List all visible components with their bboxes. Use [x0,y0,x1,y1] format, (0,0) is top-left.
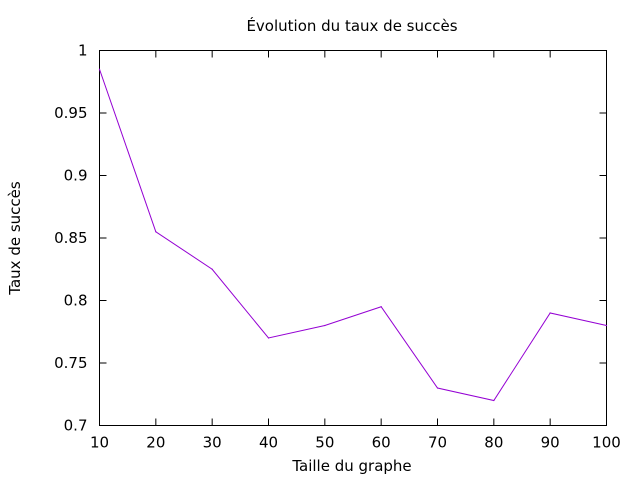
x-tick-label: 50 [315,434,334,452]
data-point [380,306,382,308]
x-tick-label: 30 [203,434,222,452]
y-tick-label: 0.7 [64,417,88,435]
data-point [98,68,101,70]
y-tick-label: 0.95 [54,104,87,122]
y-axis: 0.7 0.75 0.8 0.85 0.9 0.95 1 [54,42,607,435]
x-axis-label: Taille du graphe [291,457,411,475]
y-tick-label: 0.9 [64,167,88,185]
y-tick-label: 0.85 [54,229,87,247]
x-tick-label: 90 [541,434,560,452]
x-tick-label: 20 [146,434,165,452]
y-tick-label: 0.75 [54,354,87,372]
x-tick-label: 10 [90,434,109,452]
y-tick-label: 0.8 [64,292,88,310]
x-tick-label: 70 [428,434,447,452]
data-point [324,324,326,327]
series-line [99,69,607,402]
data-point [267,337,270,339]
x-tick-label: 40 [259,434,278,452]
y-axis-label: Taux de succès [6,181,24,296]
data-point [493,399,495,402]
series-layer [98,68,608,402]
plot-area [99,50,607,426]
data-point [436,387,439,389]
x-tick-label: 60 [372,434,391,452]
chart-title: Évolution du taux de succès [246,16,457,35]
data-point [211,268,213,270]
data-point [605,324,608,327]
x-tick-label: 80 [484,434,503,452]
y-tick-label: 1 [78,42,88,60]
data-point [549,312,551,314]
x-axis: 10 20 30 40 50 60 70 80 90 100 [90,50,621,452]
x-tick-label: 100 [592,434,621,452]
data-point [155,231,157,233]
